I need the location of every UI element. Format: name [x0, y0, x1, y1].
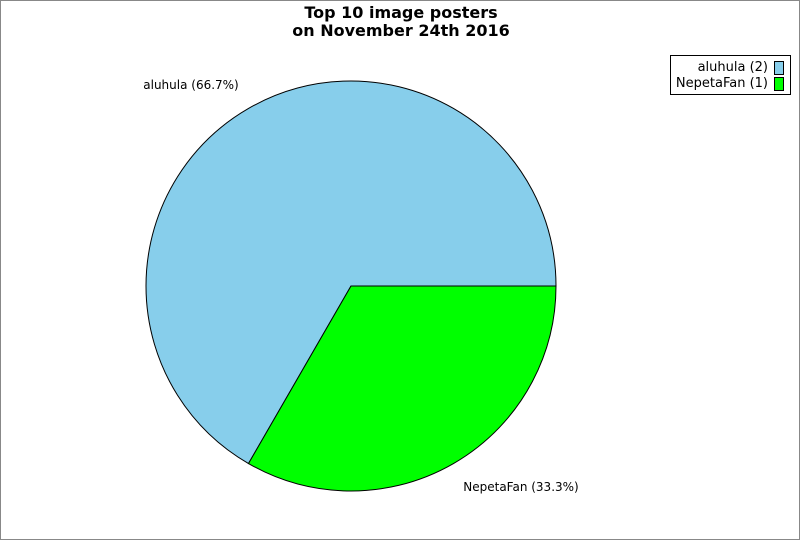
legend-item-nepetafan: NepetaFan (1) — [676, 76, 784, 91]
pie-slice-nepetafan — [247, 285, 557, 492]
pie-slice-aluhula — [145, 80, 557, 465]
legend-swatch — [774, 60, 784, 75]
title-line-1: Top 10 image posters — [304, 3, 498, 22]
legend-label: aluhula (2) — [697, 60, 768, 75]
legend-label: NepetaFan (1) — [675, 76, 768, 91]
legend-swatch — [774, 76, 784, 91]
title-line-2: on November 24th 2016 — [292, 21, 510, 40]
legend: aluhula (2) NepetaFan (1) — [670, 55, 791, 95]
chart-title: Top 10 image posters on November 24th 20… — [1, 3, 799, 40]
legend-item-aluhula: aluhula (2) — [698, 60, 784, 75]
slice-label-aluhula: aluhula (66.7%) — [143, 78, 239, 92]
slice-label-nepetafan: NepetaFan (33.3%) — [463, 480, 578, 494]
